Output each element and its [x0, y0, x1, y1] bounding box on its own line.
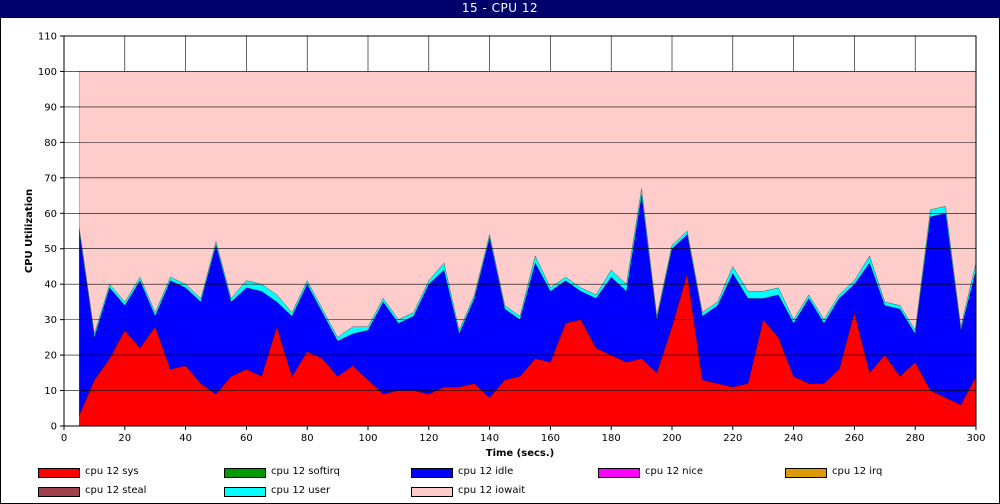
- x-tick-label: 40: [179, 433, 192, 444]
- x-tick-label: 180: [602, 433, 621, 444]
- legend-label: cpu 12 nice: [645, 466, 704, 477]
- legend-label: cpu 12 idle: [458, 466, 514, 477]
- legend-swatch: [411, 487, 453, 497]
- x-tick-label: 300: [966, 433, 985, 444]
- legend-swatch: [224, 487, 266, 497]
- legend-label: cpu 12 user: [271, 485, 331, 496]
- legend-swatch: [38, 468, 80, 478]
- window-title: 15 - CPU 12: [0, 0, 1000, 17]
- y-tick-label: 100: [38, 67, 57, 78]
- y-tick-label: 80: [44, 138, 57, 149]
- y-tick-label: 10: [44, 386, 57, 397]
- legend-label: cpu 12 irq: [832, 466, 883, 477]
- x-tick-label: 100: [358, 433, 377, 444]
- y-tick-label: 30: [44, 315, 57, 326]
- legend-label: cpu 12 sys: [85, 466, 139, 477]
- legend-swatch: [411, 468, 453, 478]
- legend-label: cpu 12 iowait: [458, 485, 526, 496]
- y-tick-label: 40: [44, 280, 57, 291]
- y-tick-label: 50: [44, 244, 57, 255]
- legend-label: cpu 12 softirq: [271, 466, 340, 477]
- x-tick-label: 140: [480, 433, 499, 444]
- legend-swatch: [224, 468, 266, 478]
- x-tick-label: 220: [723, 433, 742, 444]
- x-tick-label: 120: [419, 433, 438, 444]
- y-axis-title: CPU Utilization: [24, 189, 35, 273]
- y-tick-label: 60: [44, 209, 57, 220]
- x-tick-label: 80: [301, 433, 314, 444]
- x-axis-title: Time (secs.): [486, 448, 555, 459]
- legend-swatch: [785, 468, 827, 478]
- y-tick-label: 70: [44, 173, 57, 184]
- legend-label: cpu 12 steal: [85, 485, 147, 496]
- x-tick-label: 0: [61, 433, 67, 444]
- y-tick-label: 110: [38, 32, 57, 43]
- legend-swatch: [38, 487, 80, 497]
- x-tick-label: 280: [906, 433, 925, 444]
- y-tick-label: 90: [44, 102, 57, 113]
- x-tick-label: 200: [662, 433, 681, 444]
- x-tick-label: 240: [784, 433, 803, 444]
- y-tick-label: 0: [51, 422, 57, 433]
- y-tick-label: 20: [44, 351, 57, 362]
- x-tick-label: 20: [118, 433, 131, 444]
- x-tick-label: 160: [541, 433, 560, 444]
- x-tick-label: 60: [240, 433, 253, 444]
- plot-border: [63, 35, 977, 427]
- legend-swatch: [598, 468, 640, 478]
- x-tick-label: 260: [845, 433, 864, 444]
